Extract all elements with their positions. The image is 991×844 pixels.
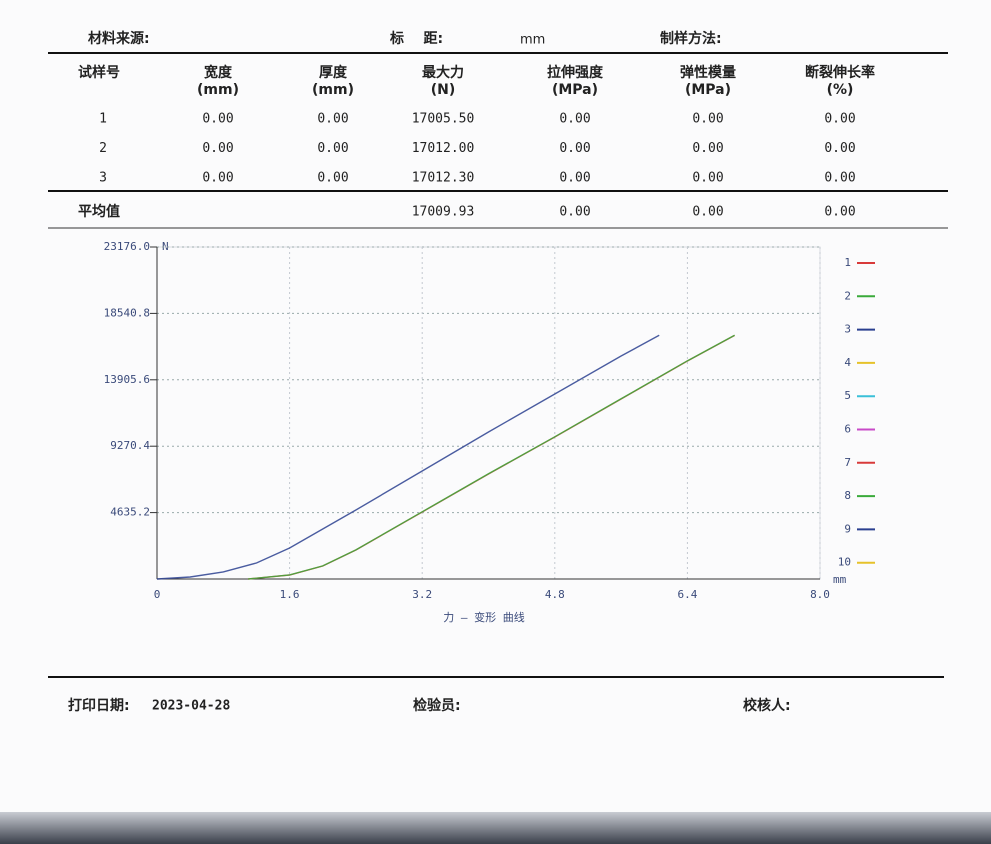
table-cell: 17012.00 [412,141,475,156]
table-cell: 0.00 [824,171,855,186]
table-cell: 17005.50 [412,112,475,127]
photo-edge [0,812,991,844]
column-header: 宽度 [204,64,233,81]
table-cell: 0.00 [202,112,233,127]
curve [156,334,660,580]
table-cell: 17012.30 [412,171,475,186]
legend-label: 4 [844,356,851,369]
checker: 校核人: [743,697,791,714]
legend-label: 9 [844,522,851,535]
column-header: 试样号 [78,64,120,81]
table-cell: 3 [99,171,107,186]
x-tick-label: 6.4 [677,588,697,601]
table-cell: 2 [99,141,107,156]
plot-frame [156,246,821,580]
column-unit: (MPa) [685,82,731,98]
table-cell: 0.00 [824,112,855,127]
column-header: 厚度 [319,64,348,81]
average-cell: 0.00 [559,205,590,220]
table-cell: 0.00 [202,171,233,186]
table-cell: 0.00 [692,171,723,186]
x-unit: mm [833,573,847,586]
gauge-length: 标 距: [389,30,443,47]
average-cell: 17009.93 [412,205,475,220]
y-tick-label: 9270.4 [110,439,150,452]
gauge-unit: mm [520,33,545,48]
column-header: 弹性模量 [680,64,736,81]
table-cell: 0.00 [317,171,348,186]
table-cell: 0.00 [824,141,855,156]
y-tick-label: 4635.2 [110,506,150,519]
legend-label: 5 [844,389,851,402]
x-tick-label: 4.8 [545,588,565,601]
column-unit: (MPa) [552,82,598,98]
legend-label: 2 [844,289,851,302]
prep-method: 制样方法: [660,30,722,47]
table-cell: 0.00 [692,112,723,127]
y-tick-label: 18540.8 [104,306,150,319]
average-label: 平均值 [78,203,120,220]
y-tick-label: 23176.0 [104,240,150,253]
legend-label: 1 [844,256,851,269]
table-cell: 0.00 [692,141,723,156]
x-tick-label: 3.2 [412,588,432,601]
print-date: 2023-04-28 [152,699,230,714]
column-unit: (mm) [197,82,239,98]
y-tick-label: 13905.6 [104,373,150,386]
table-cell: 0.00 [559,141,590,156]
table-cell: 0.00 [317,112,348,127]
legend-label: 7 [844,456,851,469]
curve [248,334,735,580]
average-cell: 0.00 [824,205,855,220]
x-tick-label: 1.6 [280,588,300,601]
table-cell: 0.00 [559,171,590,186]
legend-label: 3 [844,323,851,336]
average-cell: 0.00 [692,205,723,220]
legend-label: 6 [844,423,851,436]
column-header: 最大力 [422,64,464,81]
x-tick-label: 0 [154,588,161,601]
material-source: 材料来源: [88,30,150,47]
chart-caption: 力 — 变形 曲线 [443,610,525,624]
table-cell: 0.00 [317,141,348,156]
legend-label: 8 [844,489,851,502]
column-header: 断裂伸长率 [805,64,875,81]
inspector: 检验员: [413,697,461,714]
curve [248,334,735,580]
table-cell: 0.00 [202,141,233,156]
table-cell: 0.00 [559,112,590,127]
legend-label: 10 [838,556,851,569]
column-unit: (N) [431,82,456,98]
column-unit: (mm) [312,82,354,98]
table-cell: 1 [99,112,107,127]
x-tick-label: 8.0 [810,588,830,601]
print-date-label: 打印日期: [68,697,130,714]
column-unit: (%) [827,82,854,98]
column-header: 拉伸强度 [547,64,604,81]
